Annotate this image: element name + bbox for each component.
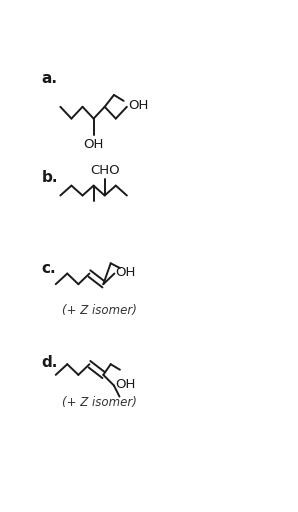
Text: OH: OH [128,99,148,113]
Text: OH: OH [116,266,136,279]
Text: d.: d. [42,355,58,370]
Text: c.: c. [42,261,57,275]
Text: OH: OH [115,378,136,391]
Text: a.: a. [42,71,58,87]
Text: CHO: CHO [90,164,119,177]
Text: b.: b. [42,170,58,185]
Text: (+ Z isomer): (+ Z isomer) [62,304,137,316]
Text: (+ Z isomer): (+ Z isomer) [62,396,137,409]
Text: OH: OH [83,138,104,152]
